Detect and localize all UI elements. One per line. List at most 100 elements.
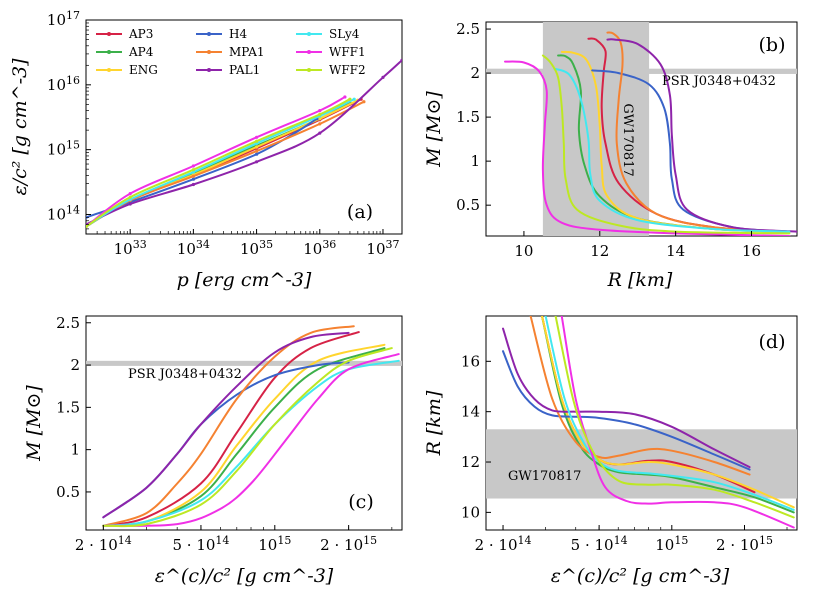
panel-d-series-mpa1 bbox=[529, 316, 751, 476]
panel-a-y-axis-label: ε/c² [g cm^-3] bbox=[9, 58, 31, 196]
legend-label-ap3: AP3 bbox=[128, 27, 153, 41]
panel-c-psr-label: PSR J0348+0432 bbox=[128, 367, 242, 382]
panel-d-y-ticks: 10 12 14 16 bbox=[461, 352, 491, 521]
panel-a-marker-eng bbox=[255, 145, 259, 149]
panel-c-mass-vs-central-density: 2 · 1014 5 · 1014 1015 2 · 1015 0.5 1 1.5 2 2.5… bbox=[23, 314, 403, 587]
panel-a-y-ticks: 1014 1015 1016 1017 bbox=[47, 9, 91, 235]
panel-d-series-h4 bbox=[502, 350, 751, 471]
legend-label-wff1: WFF1 bbox=[329, 45, 366, 59]
panel-b-tag: (b) bbox=[759, 34, 786, 56]
panel-a-x-tick-label: 1033 bbox=[114, 238, 147, 258]
panel-b-x-ticks: 10 12 14 16 bbox=[514, 231, 761, 260]
panel-b-band-gw170817 bbox=[542, 22, 650, 236]
panel-a-curves bbox=[86, 58, 402, 229]
panel-d-x-tick-label: 5 · 1014 bbox=[571, 534, 628, 554]
panel-b-x-tick-label: 12 bbox=[590, 242, 609, 260]
panel-b-mass-radius: 10 12 14 16 0.5 1 1.5 2 2.5 PSR J0348+0432 GW17… bbox=[423, 20, 798, 291]
panel-a-marker-pal1 bbox=[255, 160, 259, 164]
panel-a-marker-wff1 bbox=[128, 192, 132, 196]
panel-c-x-tick-label: 1015 bbox=[258, 534, 291, 554]
legend-label-sly4: SLy4 bbox=[329, 27, 360, 41]
panel-a-legend: AP3 AP4 ENG H4 MPA1 PAL1 SLy4 WFF1 WFF2 bbox=[96, 27, 366, 77]
panel-c-series-ap3 bbox=[102, 331, 360, 527]
panel-d-y-tick-label: 10 bbox=[461, 503, 480, 521]
panel-c-series-h4 bbox=[102, 361, 350, 519]
panel-c-y-tick-label: 2 bbox=[70, 356, 80, 374]
legend-item-h4: H4 bbox=[196, 27, 247, 41]
panel-d-series-eng bbox=[541, 316, 795, 509]
legend-item-ap4: AP4 bbox=[96, 45, 154, 59]
panel-a-y-tick-label: 1014 bbox=[47, 203, 80, 223]
panel-d-x-tick-label: 1015 bbox=[655, 534, 688, 554]
legend-item-eng: ENG bbox=[96, 63, 158, 77]
panel-b-y-ticks: 0.5 1 1.5 2 2.5 bbox=[456, 20, 491, 214]
panel-a-marker-wff1 bbox=[318, 109, 322, 113]
panel-a-marker-wff1 bbox=[343, 95, 347, 99]
panel-a-x-ticks: 1033 1034 1035 1036 1037 bbox=[85, 229, 403, 258]
panel-c-bands bbox=[86, 360, 402, 366]
panel-d-x-tick-label: 2 · 1014 bbox=[475, 534, 532, 554]
legend-marker-ap3 bbox=[107, 32, 111, 36]
panel-b-curves bbox=[504, 31, 797, 236]
panel-b-y-tick-label: 1.5 bbox=[456, 108, 480, 126]
panel-c-series-wff1 bbox=[102, 353, 400, 527]
panel-a-marker-wff2 bbox=[348, 97, 352, 101]
panel-c-x-tick-label: 5 · 1014 bbox=[172, 534, 229, 554]
legend-marker-wff1 bbox=[307, 50, 311, 54]
legend-item-wff2: WFF2 bbox=[296, 63, 366, 77]
panel-d-series-sly4 bbox=[544, 316, 795, 511]
panel-d-gw-label: GW170817 bbox=[508, 469, 581, 484]
panel-b-y-axis-label: M [M⊙] bbox=[423, 91, 445, 168]
panel-a-y-tick-label: 1017 bbox=[47, 9, 80, 29]
panel-a-marker-mpa1 bbox=[318, 122, 322, 126]
panel-c-band-psr-j0348-0432 bbox=[86, 360, 402, 366]
panel-b-series-pal1 bbox=[606, 38, 797, 233]
panel-d-curves bbox=[502, 316, 795, 529]
panel-a-marker-mpa1 bbox=[191, 174, 195, 178]
panel-a-x-axis-label: p [erg cm^-3] bbox=[177, 269, 312, 291]
legend-item-sly4: SLy4 bbox=[296, 27, 360, 41]
panel-c-series-wff2 bbox=[102, 347, 393, 528]
panel-b-series-wff2 bbox=[541, 54, 791, 235]
legend-label-mpa1: MPA1 bbox=[229, 45, 265, 59]
panel-b-y-tick-label: 2.5 bbox=[456, 20, 480, 38]
legend-label-ap4: AP4 bbox=[128, 45, 154, 59]
panel-b-y-tick-label: 0.5 bbox=[456, 196, 480, 214]
legend-label-eng: ENG bbox=[129, 63, 158, 77]
panel-d-series-wff2 bbox=[554, 316, 795, 519]
panel-c-x-tick-label: 2 · 1015 bbox=[320, 534, 377, 554]
panel-b-x-tick-label: 10 bbox=[514, 242, 533, 260]
panel-b-x-tick-label: 16 bbox=[742, 242, 761, 260]
panel-a-marker-h4 bbox=[191, 177, 195, 181]
panel-a-x-tick-label: 1034 bbox=[177, 238, 210, 258]
panel-b-x-tick-label: 14 bbox=[666, 242, 685, 260]
panel-c-y-tick-label: 2.5 bbox=[56, 314, 80, 332]
panel-b-psr-label: PSR J0348+0432 bbox=[662, 74, 776, 89]
legend-marker-wff2 bbox=[307, 68, 311, 72]
panel-a-x-tick-label: 1037 bbox=[366, 238, 399, 258]
panel-a-marker-wff2 bbox=[86, 225, 88, 229]
panel-b-x-axis-label: R [km] bbox=[607, 269, 673, 291]
panel-c-y-tick-label: 0.5 bbox=[56, 483, 80, 501]
panel-c-x-axis-label: ε^(c)/c² [g cm^-3] bbox=[155, 565, 334, 587]
legend-label-pal1: PAL1 bbox=[229, 63, 260, 77]
panel-a-y-tick-label: 1016 bbox=[47, 74, 80, 94]
panel-c-curves bbox=[102, 325, 400, 528]
panel-c-y-ticks: 0.5 1 1.5 2 2.5 bbox=[56, 314, 91, 501]
panel-c-series-pal1 bbox=[102, 331, 350, 519]
panel-d-y-tick-label: 14 bbox=[461, 403, 480, 421]
legend-label-h4: H4 bbox=[229, 27, 247, 41]
panel-a-marker-wff1 bbox=[191, 164, 195, 168]
panel-c-tag: (c) bbox=[348, 491, 373, 513]
panel-a-marker-pal1 bbox=[128, 202, 132, 206]
panel-b-gw-label: GW170817 bbox=[620, 103, 635, 176]
panel-a-energy-density-vs-pressure: 1033 1034 1035 1036 1037 1014 1015 1016 1017 p … bbox=[9, 9, 403, 291]
panel-d-y-tick-label: 16 bbox=[461, 352, 480, 370]
panel-a-marker-pal1 bbox=[318, 131, 322, 135]
panel-a-marker-pal1 bbox=[400, 58, 402, 62]
panel-b-series-mpa1 bbox=[606, 31, 791, 233]
panel-c-x-tick-label: 2 · 1014 bbox=[75, 534, 132, 554]
legend-marker-eng bbox=[107, 68, 111, 72]
panel-b-y-tick-label: 1 bbox=[470, 152, 480, 170]
panel-a-marker-pal1 bbox=[191, 182, 195, 187]
